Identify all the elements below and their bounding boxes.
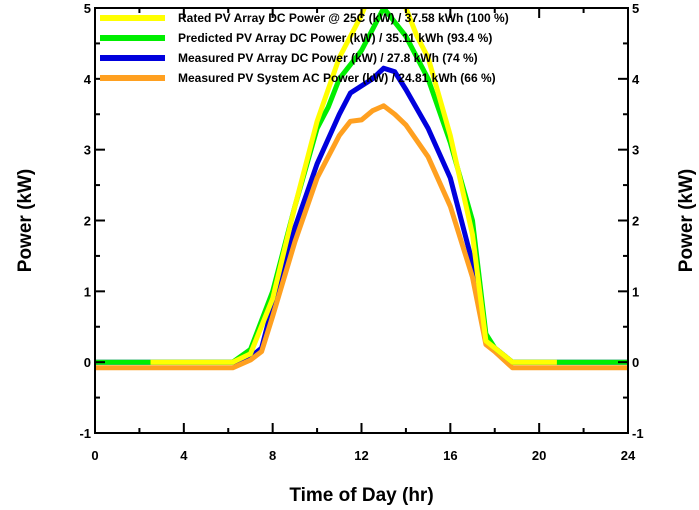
- y-tick-label: 2: [84, 214, 91, 229]
- legend: Rated PV Array DC Power @ 25C (kW) / 37.…: [100, 11, 509, 85]
- legend-label-2: Measured PV Array DC Power (kW) / 27.8 k…: [178, 51, 478, 65]
- x-tick-label: 12: [354, 448, 368, 463]
- legend-label-3: Measured PV System AC Power (kW) / 24.81…: [178, 71, 496, 85]
- x-axis-title: Time of Day (hr): [289, 485, 433, 506]
- y-tick-label: 4: [84, 72, 92, 87]
- series-layer: [95, 8, 628, 371]
- y-tick-label: 3: [84, 143, 91, 158]
- x-tick-label: 8: [269, 448, 276, 463]
- y-tick-label-right: 2: [632, 214, 639, 229]
- x-tick-label: 20: [532, 448, 546, 463]
- y-tick-label-right: 5: [632, 1, 639, 16]
- y-tick-label: 1: [84, 284, 91, 299]
- legend-label-1: Predicted PV Array DC Power (kW) / 35.11…: [178, 31, 492, 45]
- y-tick-label-right: 4: [632, 72, 640, 87]
- y-tick-label: -1: [79, 426, 91, 441]
- y-axis-title: Power (kW): [15, 169, 36, 272]
- ticks-layer: 0 4 8 12 16 20 24-1 -10 01 12 23 34 45 5: [79, 1, 643, 463]
- legend-label-0: Rated PV Array DC Power @ 25C (kW) / 37.…: [178, 11, 509, 25]
- series-line-3: [95, 103, 628, 371]
- y-tick-label-right: -1: [632, 426, 644, 441]
- x-tick-label: 16: [443, 448, 457, 463]
- y-tick-label-right: 1: [632, 284, 639, 299]
- y-axis-title-right: Power (kW): [676, 169, 697, 272]
- x-tick-label: 4: [180, 448, 188, 463]
- y-tick-label-right: 3: [632, 143, 639, 158]
- series-line-2: [95, 65, 628, 365]
- y-tick-label-right: 0: [632, 355, 639, 370]
- series-line-0: [150, 8, 557, 365]
- x-tick-label: 0: [91, 448, 98, 463]
- x-tick-label: 24: [621, 448, 636, 463]
- y-tick-label: 0: [84, 355, 91, 370]
- y-tick-label: 5: [84, 1, 91, 16]
